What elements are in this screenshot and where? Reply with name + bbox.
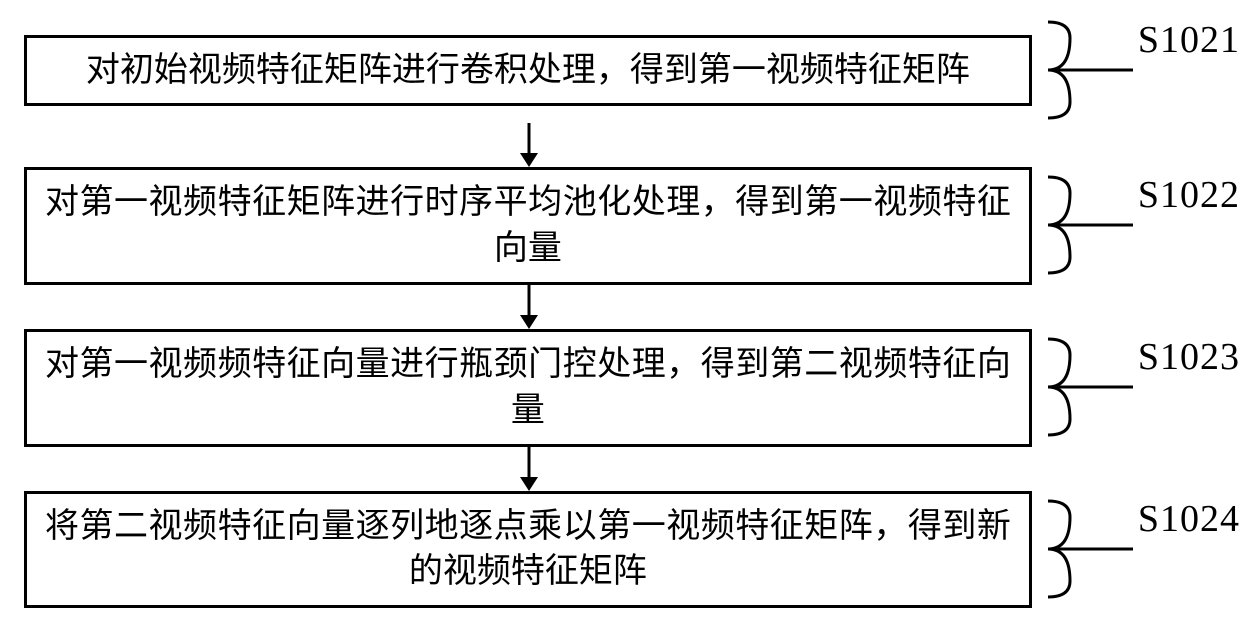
flow-row: 对初始视频特征矩阵进行卷积处理，得到第一视频特征矩阵 S1021 [24,18,1240,123]
label-connector: S1021 [1048,18,1240,123]
step-label-s1022: S1022 [1138,173,1240,217]
arrow-s1023-s1024 [24,447,1034,491]
step-label-s1021: S1021 [1138,18,1240,62]
flowchart-container: 对初始视频特征矩阵进行卷积处理，得到第一视频特征矩阵 S1021 对第一视频特征… [0,0,1240,624]
label-connector: S1023 [1048,335,1240,440]
connector-curve [1048,497,1138,602]
connector-curve [1048,173,1138,278]
step-box-s1023: 对第一视频频特征向量进行瓶颈门控处理，得到第二视频特征向量 [24,329,1032,447]
arrow-s1022-s1023 [24,285,1034,329]
step-label-s1023: S1023 [1138,335,1240,379]
arrow-s1021-s1022 [24,123,1034,167]
label-connector: S1024 [1048,497,1240,602]
step-text: 将第二视频特征向量逐列地逐点乘以第一视频特征矩阵，得到新的视频特征矩阵 [45,504,1011,596]
flow-row: 将第二视频特征向量逐列地逐点乘以第一视频特征矩阵，得到新的视频特征矩阵 S102… [24,491,1240,609]
step-box-s1021: 对初始视频特征矩阵进行卷积处理，得到第一视频特征矩阵 [24,35,1032,107]
step-text: 对第一视频特征矩阵进行时序平均池化处理，得到第一视频特征向量 [45,180,1011,272]
label-connector: S1022 [1048,173,1240,278]
step-box-s1022: 对第一视频特征矩阵进行时序平均池化处理，得到第一视频特征向量 [24,167,1032,285]
connector-curve [1048,18,1138,123]
step-text: 对第一视频频特征向量进行瓶颈门控处理，得到第二视频特征向量 [45,342,1011,434]
step-label-s1024: S1024 [1138,497,1240,541]
flow-row: 对第一视频频特征向量进行瓶颈门控处理，得到第二视频特征向量 S1023 [24,329,1240,447]
step-text: 对初始视频特征矩阵进行卷积处理，得到第一视频特征矩阵 [86,48,970,94]
flow-row: 对第一视频特征矩阵进行时序平均池化处理，得到第一视频特征向量 S1022 [24,167,1240,285]
step-box-s1024: 将第二视频特征向量逐列地逐点乘以第一视频特征矩阵，得到新的视频特征矩阵 [24,491,1032,609]
connector-curve [1048,335,1138,440]
